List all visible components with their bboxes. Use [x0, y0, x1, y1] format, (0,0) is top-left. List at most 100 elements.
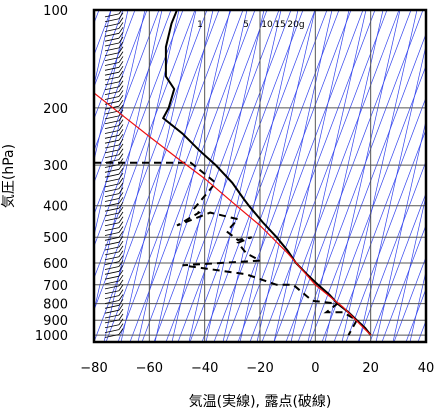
y-tick-label: 700: [43, 279, 68, 294]
wind-barb: [104, 130, 120, 134]
adiabat-line: [94, 10, 112, 87]
wind-barb-flag: [118, 226, 124, 233]
wind-barb: [104, 270, 120, 275]
wind-barb-flag: [118, 221, 124, 228]
isoline: [285, 10, 412, 342]
adiabat-line: [427, 10, 435, 342]
y-tick-label: 400: [43, 200, 68, 215]
wind-barb: [104, 71, 120, 76]
wind-barb-flag: [118, 182, 124, 189]
wind-barb-flag: [118, 61, 124, 68]
isotherm-dry-adiabat-lines: [94, 10, 435, 342]
wind-barb-flag: [118, 328, 124, 335]
wind-barb-flag: [118, 143, 124, 151]
adiabat-line: [409, 269, 426, 342]
wind-barb-flag: [118, 167, 124, 175]
wind-barb: [104, 251, 120, 256]
wind-barb: [104, 183, 120, 188]
adiabat-line: [154, 10, 231, 342]
wind-barb-flag: [118, 192, 124, 199]
wind-barb: [104, 52, 120, 57]
isoline: [94, 10, 124, 89]
wind-barb: [104, 149, 120, 154]
wind-barb: [104, 295, 120, 300]
wind-barb: [104, 173, 120, 178]
wind-barb: [104, 222, 120, 227]
wind-barb: [104, 319, 120, 324]
wind-barb-flag: [118, 70, 124, 78]
isoline: [249, 10, 376, 342]
wind-barb: [104, 290, 120, 295]
y-tick-label: 900: [43, 314, 68, 329]
isoline: [261, 10, 388, 342]
wind-barb-flag: [118, 85, 124, 92]
adiabat-line: [94, 10, 146, 238]
wind-barb-flag: [118, 206, 124, 214]
wind-barb-flag: [118, 177, 124, 185]
wind-barb-flag: [118, 27, 124, 34]
wind-barb-column: [104, 10, 124, 338]
adiabat-line: [239, 10, 316, 342]
plot-frame: [92, 8, 428, 344]
isoline: [369, 192, 426, 342]
mixing-ratio-label: 1: [197, 20, 203, 30]
parcel-line: [94, 92, 372, 336]
wind-barb-flag: [118, 46, 124, 53]
wind-barb: [104, 198, 120, 202]
wind-barb: [104, 96, 120, 100]
wind-barb-flag: [118, 299, 124, 306]
wind-barb: [104, 227, 120, 232]
wind-barb-flag: [118, 269, 124, 277]
wind-barb: [104, 309, 120, 314]
isoline: [165, 10, 292, 342]
adiabat-line: [120, 10, 197, 342]
wind-barb-flag: [118, 31, 124, 39]
wind-barb-flag: [118, 65, 124, 73]
wind-barb-flag: [118, 124, 124, 131]
isoline: [357, 160, 426, 342]
isoline: [189, 10, 316, 342]
wind-barb-flag: [118, 41, 124, 49]
wind-barb: [104, 13, 120, 18]
wind-barb-flag: [118, 279, 124, 287]
wind-barb: [104, 62, 120, 66]
wind-barb-flag: [118, 255, 124, 262]
wind-barb: [104, 217, 120, 222]
wind-barb: [104, 42, 120, 47]
isoline: [94, 10, 136, 120]
adiabat-line: [307, 10, 384, 342]
wind-barb-flag: [118, 133, 124, 141]
y-tick-label: 600: [43, 257, 68, 272]
wind-barb-flag: [118, 56, 124, 63]
isoline: [117, 10, 244, 342]
wind-barb: [104, 18, 120, 23]
wind-barb-flag: [118, 119, 124, 126]
isoline: [393, 256, 426, 342]
adiabat-line: [94, 10, 129, 163]
wind-barb-flag: [118, 104, 124, 112]
wind-barb-flag: [118, 99, 124, 107]
wind-barb: [104, 285, 120, 290]
mixing-ratio-label: 10: [261, 20, 273, 30]
wind-barb: [104, 120, 120, 125]
wind-barb-flag: [118, 22, 124, 29]
wind-barb-flag: [118, 17, 124, 24]
wind-barb: [104, 154, 120, 159]
wind-barb-flag: [118, 216, 124, 223]
x-tick-label: −60: [136, 361, 163, 376]
isoline: [430, 10, 435, 342]
wind-barb: [104, 125, 120, 129]
wind-barb-flag: [118, 75, 124, 83]
wind-barb: [104, 207, 120, 212]
adiabat-line: [375, 119, 426, 342]
wind-barb: [104, 23, 120, 27]
wind-barb-flag: [118, 12, 124, 19]
adiabat-line: [256, 10, 333, 342]
wind-barb: [104, 76, 120, 81]
wind-barb-flag: [118, 274, 124, 282]
x-tick-label: 20: [362, 361, 379, 376]
wind-barb-flag: [118, 153, 124, 160]
y-tick-label: 1000: [35, 329, 68, 344]
